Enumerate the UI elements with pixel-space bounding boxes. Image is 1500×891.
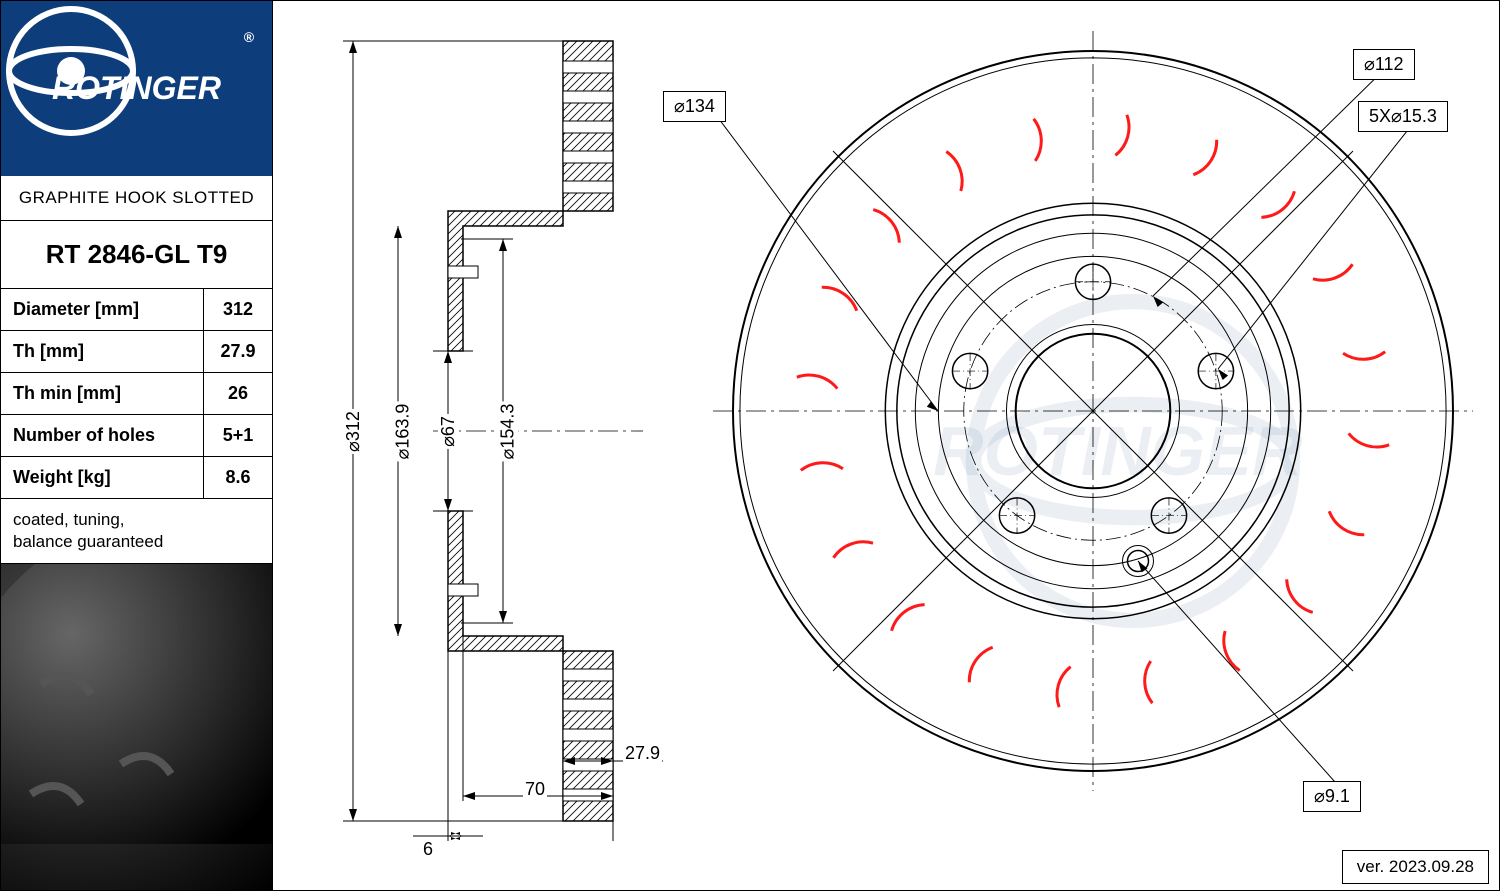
brand-name: ROTINGER <box>52 70 221 107</box>
spec-label: Th min [mm] <box>1 373 204 414</box>
spec-value: 8.6 <box>204 457 272 498</box>
dim-d312: ⌀312 <box>343 409 364 454</box>
spec-row: Number of holes5+1 <box>1 415 272 457</box>
dim-d163-9: ⌀163.9 <box>392 402 413 462</box>
spec-value: 26 <box>204 373 272 414</box>
drawing-container: ROTINGER ® GRAPHITE HOOK SLOTTED RT 2846… <box>0 0 1500 891</box>
spec-row: Th [mm]27.9 <box>1 331 272 373</box>
spec-row: Th min [mm]26 <box>1 373 272 415</box>
drawing-area: ROTINGER <box>273 1 1499 890</box>
sidebar: ROTINGER ® GRAPHITE HOOK SLOTTED RT 2846… <box>1 1 273 890</box>
spec-value: 312 <box>204 289 272 330</box>
version-label: ver. 2023.09.28 <box>1342 850 1489 884</box>
product-title: GRAPHITE HOOK SLOTTED <box>1 176 272 221</box>
callout-d134: ⌀134 <box>663 91 726 122</box>
spec-label: Number of holes <box>1 415 204 456</box>
spec-label: Th [mm] <box>1 331 204 372</box>
product-photo <box>1 564 272 890</box>
spec-table: Diameter [mm]312Th [mm]27.9Th min [mm]26… <box>1 289 272 499</box>
brand-logo: ROTINGER ® <box>1 1 272 176</box>
spec-row: Weight [kg]8.6 <box>1 457 272 499</box>
dim-t27-9: 27.9 <box>623 743 662 764</box>
section-view: ⌀312 ⌀163.9 ⌀67 ⌀154.3 27.9 6 70 <box>303 11 673 851</box>
product-notes: coated, tuning, balance guaranteed <box>1 499 272 564</box>
spec-value: 27.9 <box>204 331 272 372</box>
part-number: RT 2846-GL T9 <box>1 221 272 289</box>
callout-d112: ⌀112 <box>1353 49 1415 80</box>
spec-label: Diameter [mm] <box>1 289 204 330</box>
dim-w6: 6 <box>421 839 435 860</box>
spec-row: Diameter [mm]312 <box>1 289 272 331</box>
dim-w70: 70 <box>523 779 547 800</box>
callout-bolt: 5X⌀15.3 <box>1358 101 1448 132</box>
spec-value: 5+1 <box>204 415 272 456</box>
front-view <box>713 31 1473 791</box>
registered-icon: ® <box>244 29 254 45</box>
dim-d67: ⌀67 <box>438 414 459 449</box>
spec-label: Weight [kg] <box>1 457 204 498</box>
dim-d154-3: ⌀154.3 <box>497 402 518 462</box>
callout-d9-1: ⌀9.1 <box>1303 781 1361 812</box>
